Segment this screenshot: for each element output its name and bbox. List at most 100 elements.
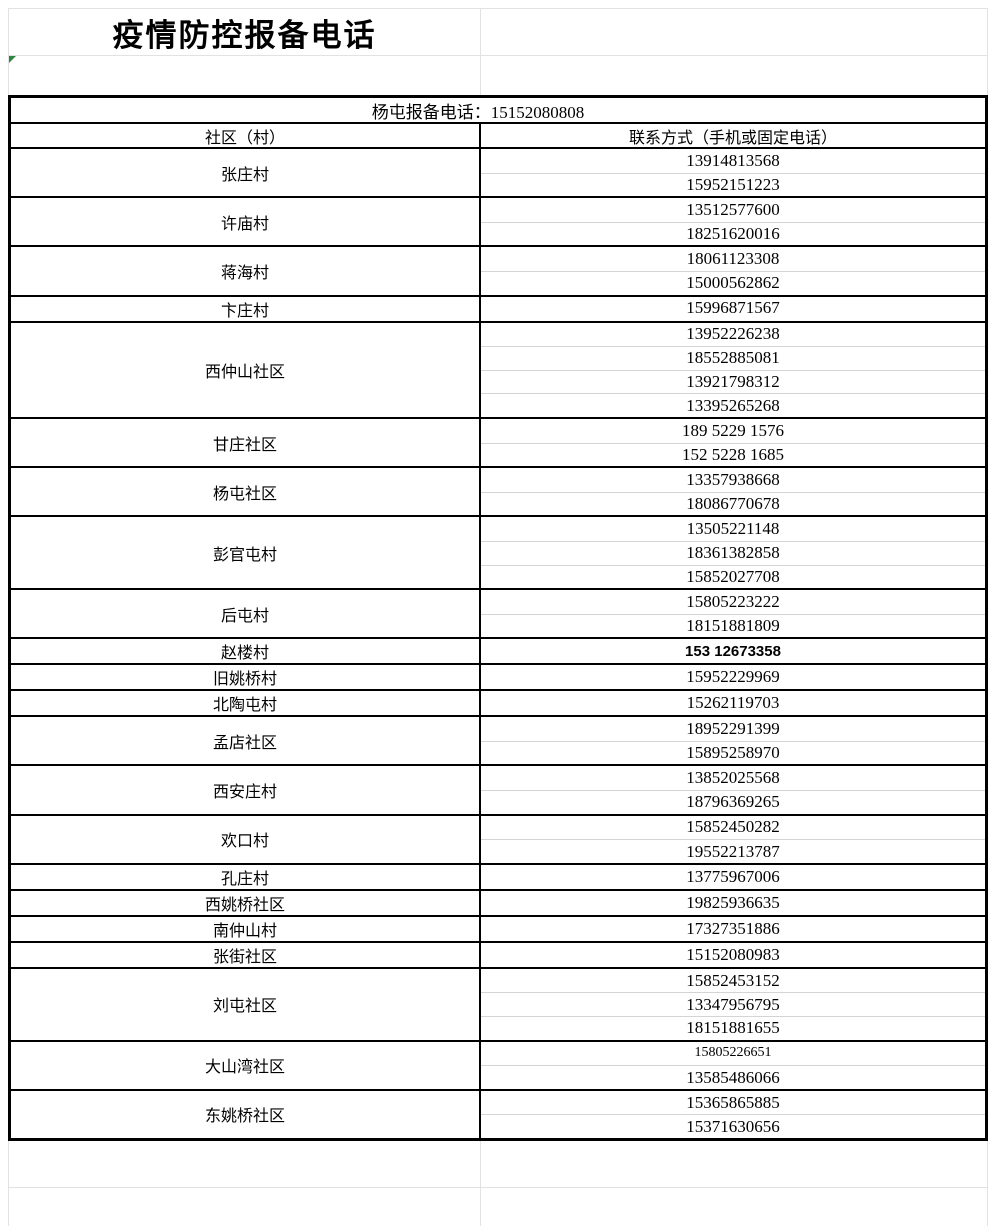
empty-cell[interactable] [481,1141,987,1187]
phone-number-cell[interactable]: 13952226238 [686,324,780,344]
phone-number-cell[interactable]: 15852027708 [481,564,985,589]
village-name-cell[interactable]: 孔庄村 [11,864,481,889]
village-name-cell[interactable]: 赵楼村 [11,639,481,664]
phone-list: 15852450282 19552213787 [481,816,985,863]
village-name-cell[interactable]: 大山湾社区 [11,1041,481,1089]
phone-number-cell[interactable]: 15262119703 [686,693,780,713]
phone-list: 15152080983 [481,943,985,967]
phone-number-cell[interactable]: 153 12673358 [685,642,781,660]
phone-list: 15805223222 18151881809 [481,590,985,637]
phone-number-cell[interactable]: 15805226651 [694,1045,772,1061]
empty-row [8,1188,988,1226]
table-row-group: 孟店社区 18952291399 15895258970 [11,717,985,767]
phone-number-cell[interactable]: 15852450282 [686,817,780,837]
phone-number-cell[interactable]: 152 5228 1685 [481,442,985,467]
empty-row [8,1141,988,1188]
phone-number-cell[interactable]: 15152080983 [686,944,780,964]
village-name-cell[interactable]: 北陶屯村 [11,691,481,716]
phone-list: 13914813568 15952151223 [481,149,985,196]
table-row-group: 卞庄村 15996871567 [11,296,985,323]
phone-number-cell[interactable]: 13775967006 [686,866,780,886]
phone-number-cell[interactable]: 15852453152 [686,970,780,990]
phone-number-cell[interactable]: 17327351886 [686,918,780,938]
phone-number-cell[interactable]: 18552885081 [481,346,985,370]
phone-list: 15262119703 [481,691,985,715]
table-row-group: 西姚桥社区 19825936635 [11,890,985,917]
phone-list: 13852025568 18796369265 [481,766,985,813]
phone-number-cell[interactable]: 15000562862 [481,270,985,295]
phone-number-cell[interactable]: 15952229969 [686,667,780,687]
phone-number-cell[interactable]: 15365865885 [686,1092,780,1112]
empty-cell[interactable] [481,56,987,95]
table-row-group: 张街社区 15152080983 [11,942,985,969]
phone-number-cell[interactable]: 13512577600 [686,199,780,219]
village-name-cell[interactable]: 后屯村 [11,590,481,638]
phone-number-cell[interactable]: 15371630656 [481,1114,985,1138]
village-name-cell[interactable]: 西仲山社区 [11,322,481,417]
phone-list: 13775967006 [481,865,985,889]
phone-number-cell[interactable]: 13921798312 [481,369,985,394]
village-name-cell[interactable]: 刘屯社区 [11,968,481,1040]
phone-number-cell[interactable]: 18796369265 [481,790,985,814]
table-row-group: 赵楼村 153 12673358 [11,639,985,666]
phone-number-cell[interactable]: 19825936635 [686,892,780,912]
table-row-group: 大山湾社区 15805226651 13585486066 [11,1041,985,1091]
village-name-cell[interactable]: 欢口村 [11,815,481,863]
phone-number-cell[interactable]: 15805223222 [686,591,780,611]
table-row-group: 东姚桥社区 15365865885 15371630656 [11,1090,985,1138]
cell-error-indicator-icon [9,56,16,63]
empty-cell[interactable] [9,1141,481,1187]
village-name-cell[interactable]: 旧姚桥村 [11,665,481,690]
village-name-cell[interactable]: 孟店社区 [11,717,481,765]
phone-list: 15852453152 13347956795 18151881655 [481,969,985,1040]
village-name-cell[interactable]: 蒋海村 [11,247,481,295]
empty-cell[interactable] [9,56,481,95]
village-name-cell[interactable]: 杨屯社区 [11,468,481,516]
empty-cell[interactable] [481,1188,987,1226]
phone-number-cell[interactable]: 15952151223 [481,172,985,197]
phone-number-cell[interactable]: 13505221148 [686,519,780,539]
column-header-contact[interactable]: 联系方式（手机或固定电话） [628,129,837,147]
phone-number-cell[interactable]: 13852025568 [686,768,780,788]
phone-list: 15365865885 15371630656 [481,1091,985,1138]
phone-list: 18061123308 15000562862 [481,247,985,294]
empty-cell[interactable] [481,9,987,55]
phone-number-cell[interactable]: 19552213787 [481,839,985,863]
phone-number-cell[interactable]: 18061123308 [686,249,780,269]
village-name-cell[interactable]: 东姚桥社区 [11,1090,481,1138]
village-name-cell[interactable]: 西姚桥社区 [11,890,481,915]
phone-number-cell[interactable]: 13347956795 [481,992,985,1016]
phone-number-cell[interactable]: 13914813568 [686,150,780,170]
phone-number-cell[interactable]: 18151881655 [481,1016,985,1040]
village-name-cell[interactable]: 西安庄村 [11,766,481,814]
table-row-group: 张庄村 13914813568 15952151223 [11,149,985,199]
table-header-row: 社区（村） 联系方式（手机或固定电话） [11,124,985,149]
phone-number-cell[interactable]: 13395265268 [481,393,985,417]
contacts-table: 杨屯报备电话：15152080808 社区（村） 联系方式（手机或固定电话） 张… [8,95,988,1141]
phone-number-cell[interactable]: 15996871567 [686,298,780,318]
phone-number-cell[interactable]: 18251620016 [481,221,985,246]
table-row-group: 蒋海村 18061123308 15000562862 [11,247,985,297]
phone-list: 13357938668 18086770678 [481,468,985,515]
phone-number-cell[interactable]: 13357938668 [686,469,780,489]
phone-number-cell[interactable]: 13585486066 [481,1065,985,1089]
village-name-cell[interactable]: 甘庄社区 [11,418,481,467]
report-hotline-banner-cell[interactable]: 杨屯报备电话：15152080808 [11,98,985,124]
phone-number-cell[interactable]: 15895258970 [481,740,985,765]
village-name-cell[interactable]: 南仲山村 [11,916,481,941]
village-name-cell[interactable]: 张庄村 [11,149,481,197]
empty-cell[interactable] [9,1188,481,1226]
village-name-cell[interactable]: 张街社区 [11,942,481,967]
phone-number-cell[interactable]: 189 5229 1576 [682,420,784,440]
phone-number-cell[interactable]: 18361382858 [481,540,985,565]
phone-list: 17327351886 [481,917,985,941]
phone-list: 15996871567 [481,297,985,321]
page-title-cell[interactable]: 疫情防控报备电话 [9,9,481,55]
village-name-cell[interactable]: 彭官屯村 [11,517,481,589]
phone-number-cell[interactable]: 18952291399 [686,719,780,739]
phone-number-cell[interactable]: 18086770678 [481,491,985,516]
phone-number-cell[interactable]: 18151881809 [481,613,985,638]
village-name-cell[interactable]: 卞庄村 [11,296,481,321]
column-header-community[interactable]: 社区（村） [11,124,481,147]
village-name-cell[interactable]: 许庙村 [11,198,481,246]
